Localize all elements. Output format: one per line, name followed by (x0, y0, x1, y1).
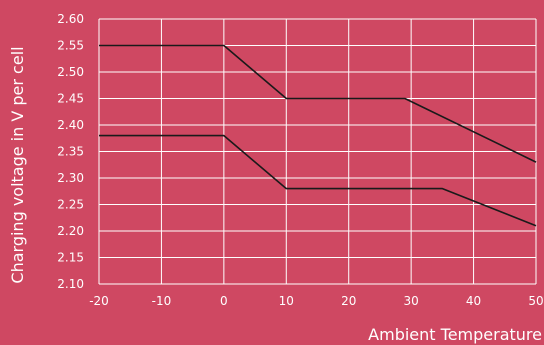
series-line-2 (99, 134, 537, 227)
x-tick-label: 10 (279, 294, 294, 308)
y-tick-label: 2.10 (57, 277, 84, 291)
x-tick-label: 20 (341, 294, 356, 308)
x-tick-label: 30 (404, 294, 419, 308)
x-tick-label: 50 (528, 294, 543, 308)
x-tick-label: -20 (89, 294, 109, 308)
grid (98, 18, 537, 285)
y-tick-label: 2.55 (57, 39, 84, 53)
y-tick-label: 2.60 (57, 12, 84, 26)
x-tick-label: 0 (220, 294, 228, 308)
y-tick-labels: 2.60 2.55 2.50 2.45 2.40 2.35 2.30 2.25 2.20 2.15… (57, 12, 84, 291)
x-tick-label: 40 (466, 294, 481, 308)
y-tick-label: 2.30 (57, 171, 84, 185)
y-tick-label: 2.15 (57, 251, 84, 265)
y-tick-label: 2.50 (57, 65, 84, 79)
series-line-1 (99, 44, 537, 163)
y-axis-label: Charging voltage in V per cell (8, 46, 27, 283)
y-tick-label: 2.25 (57, 198, 84, 212)
y-tick-label: 2.40 (57, 118, 84, 132)
x-tick-labels: -20 -10 0 10 20 30 40 50 (89, 294, 543, 308)
y-tick-label: 2.20 (57, 224, 84, 238)
series-group (99, 44, 537, 227)
x-tick-label: -10 (152, 294, 172, 308)
y-tick-label: 2.35 (57, 145, 84, 159)
x-axis-label: Ambient Temperature (368, 325, 542, 344)
y-tick-label: 2.45 (57, 92, 84, 106)
